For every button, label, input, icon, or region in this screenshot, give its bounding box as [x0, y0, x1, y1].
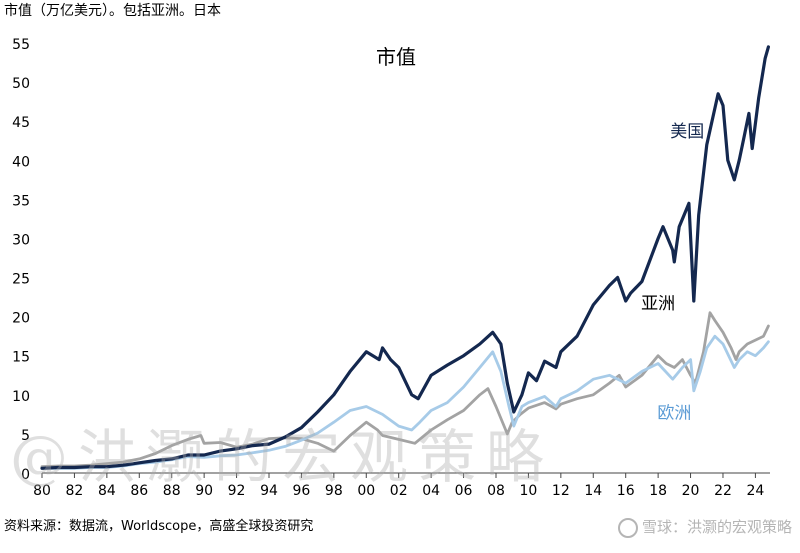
y-tick-label: 55	[12, 37, 30, 53]
series-label: 美国	[670, 122, 704, 142]
x-tick-label: 16	[617, 483, 635, 499]
y-tick-label: 40	[12, 154, 30, 170]
y-tick-label: 20	[12, 311, 30, 327]
x-tick-label: 24	[746, 483, 764, 499]
plot-area	[40, 45, 770, 470]
x-tick-label: 18	[649, 483, 667, 499]
x-tick-label: 80	[33, 483, 51, 499]
y-tick-label: 35	[12, 193, 30, 209]
x-tick-label: 00	[357, 483, 375, 499]
x-tick-label: 12	[552, 483, 570, 499]
series-label: 亚洲	[641, 294, 675, 314]
brand-text: 雪球：洪灏的宏观策略	[641, 518, 792, 536]
y-tick-label: 25	[12, 272, 30, 288]
series-line-2	[40, 334, 770, 470]
source-note: 资料来源：数据流，Worldscope，高盛全球投资研究	[4, 519, 314, 534]
x-tick-label: 98	[325, 483, 343, 499]
y-tick-label: 30	[12, 232, 30, 248]
x-tick-label: 86	[130, 483, 148, 499]
x-tick-label: 94	[260, 483, 278, 499]
x-tick-label: 10	[520, 483, 538, 499]
brand-mark: 雪球：洪灏的宏观策略	[617, 516, 792, 538]
y-tick-label: 50	[12, 76, 30, 92]
x-tick-label: 22	[714, 483, 732, 499]
x-axis: 80 82 84 86 88 90 92 94 96 98 00 02 04 06 08 10 12 14 16 18…	[33, 472, 770, 499]
x-tick-label: 96	[293, 483, 311, 499]
series-label: 欧洲	[657, 403, 691, 423]
y-axis: 0 5 10 15 20 25 30 35 40 45 50 55	[12, 37, 30, 483]
chart-title: 市值	[376, 45, 416, 69]
y-tick-label: 15	[12, 350, 30, 366]
x-tick-label: 20	[682, 483, 700, 499]
y-tick-label: 5	[21, 428, 30, 444]
y-tick-label: 10	[12, 389, 30, 405]
x-tick-label: 82	[66, 483, 84, 499]
y-tick-label: 45	[12, 115, 30, 131]
snowball-logo-icon	[617, 517, 638, 538]
x-tick-label: 04	[422, 483, 440, 499]
market-cap-chart: 市值 0 5 10 15 20 25 30 35 40 45 50 55 80 82 84 86 88 90 92…	[12, 37, 770, 499]
chart-subtitle: 市值（万亿美元）。包括亚洲。日本	[4, 3, 221, 19]
x-tick-label: 90	[195, 483, 213, 499]
x-tick-label: 06	[455, 483, 473, 499]
x-tick-label: 14	[584, 483, 602, 499]
x-tick-label: 88	[163, 483, 181, 499]
x-tick-label: 02	[390, 483, 408, 499]
x-tick-label: 84	[98, 483, 116, 499]
series-line-0	[40, 45, 770, 470]
series-line-1	[40, 311, 770, 469]
x-tick-label: 92	[228, 483, 246, 499]
x-tick-label: 08	[487, 483, 505, 499]
y-tick-label: 0	[21, 467, 30, 483]
